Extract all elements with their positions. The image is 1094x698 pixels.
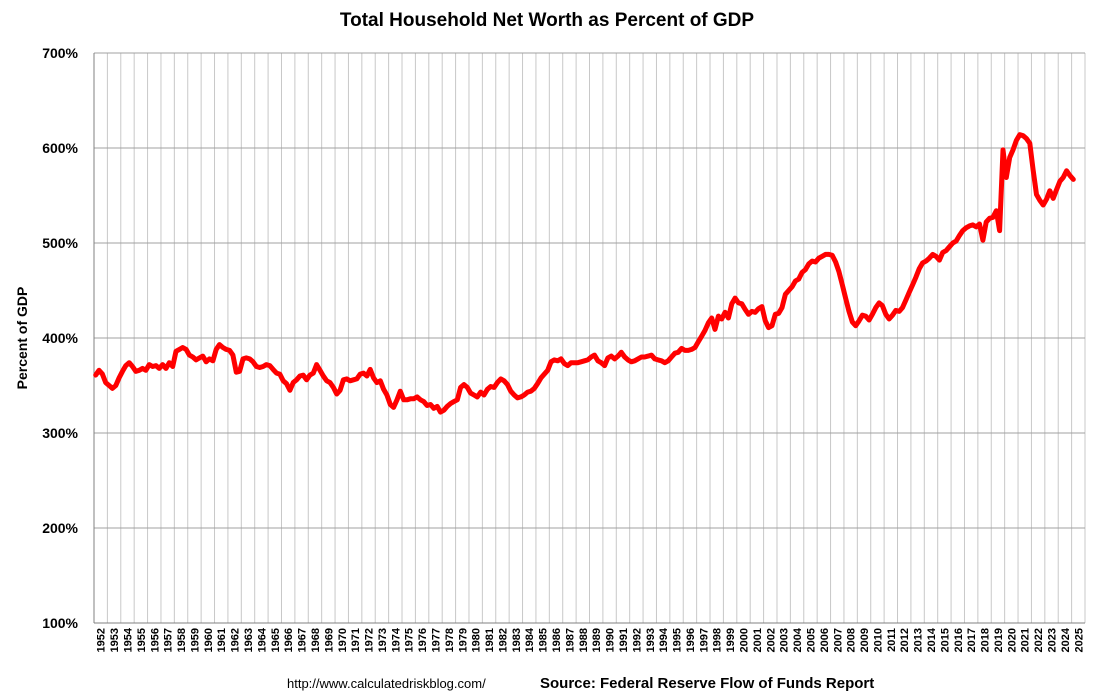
x-tick-label: 2006 — [819, 628, 831, 652]
y-tick-label: 200% — [42, 520, 78, 536]
x-tick-label: 2004 — [792, 627, 804, 652]
x-tick-label: 1954 — [122, 627, 134, 652]
x-tick-label: 1952 — [96, 628, 108, 652]
x-tick-label: 1984 — [524, 627, 536, 652]
x-tick-label: 2017 — [966, 628, 978, 652]
x-tick-label: 2013 — [913, 628, 925, 652]
y-tick-label: 300% — [42, 425, 78, 441]
footer-url: http://www.calculatedriskblog.com/ — [287, 676, 486, 691]
x-tick-label: 2011 — [886, 628, 898, 652]
x-tick-label: 2008 — [846, 628, 858, 652]
x-tick-label: 2014 — [926, 627, 938, 652]
x-tick-label: 1986 — [551, 628, 563, 652]
x-tick-label: 2000 — [739, 628, 751, 652]
x-tick-label: 1993 — [645, 628, 657, 652]
x-tick-label: 1980 — [471, 628, 483, 652]
x-tick-label: 1971 — [350, 628, 362, 652]
x-tick-label: 1995 — [672, 628, 684, 652]
x-tick-label: 2012 — [899, 628, 911, 652]
x-tick-label: 2009 — [859, 628, 871, 652]
x-tick-label: 1968 — [310, 628, 322, 652]
x-tick-label: 2024 — [1060, 627, 1072, 652]
x-tick-label: 2005 — [805, 628, 817, 652]
x-tick-label: 2020 — [1006, 628, 1018, 652]
x-tick-label: 1997 — [698, 628, 710, 652]
x-tick-label: 1994 — [658, 627, 670, 652]
series-line — [93, 132, 1076, 415]
x-tick-label: 1979 — [457, 628, 469, 652]
y-tick-label: 100% — [42, 615, 78, 631]
x-tick-label: 1976 — [417, 628, 429, 652]
x-tick-label: 2003 — [779, 628, 791, 652]
x-tick-label: 1963 — [243, 628, 255, 652]
x-tick-label: 2022 — [1033, 628, 1045, 652]
x-tick-label: 1961 — [216, 628, 228, 652]
x-tick-label: 1973 — [377, 628, 389, 652]
x-tick-labels: 1952 1953 1954 1955 1956 1957 1958 1959 1960 1961… — [96, 627, 1086, 652]
x-tick-label: 1998 — [712, 628, 724, 652]
y-tick-label: 500% — [42, 235, 78, 251]
x-tick-label: 1956 — [149, 628, 161, 652]
x-tick-label: 2007 — [832, 628, 844, 652]
x-tick-label: 1955 — [136, 628, 148, 652]
y-tick-label: 700% — [42, 45, 78, 61]
x-tick-label: 1977 — [430, 628, 442, 652]
x-tick-label: 2025 — [1073, 628, 1085, 652]
x-tick-label: 1969 — [323, 628, 335, 652]
x-tick-label: 1999 — [725, 628, 737, 652]
x-tick-label: 2018 — [980, 628, 992, 652]
x-tick-label: 1989 — [591, 628, 603, 652]
x-tick-label: 1985 — [538, 628, 550, 652]
footer-source: Source: Federal Reserve Flow of Funds Re… — [540, 675, 874, 692]
x-tick-label: 1966 — [283, 628, 295, 652]
x-tick-label: 1996 — [685, 628, 697, 652]
x-tick-label: 2016 — [953, 628, 965, 652]
x-tick-label: 2021 — [1020, 628, 1032, 652]
x-tick-label: 1991 — [618, 628, 630, 652]
x-tick-label: 2001 — [752, 628, 764, 652]
y-gridlines — [94, 52, 1085, 529]
y-tick-label: 600% — [42, 140, 78, 156]
x-tick-label: 1990 — [605, 628, 617, 652]
x-tick-label: 1983 — [511, 628, 523, 652]
x-tick-label: 1982 — [497, 628, 509, 652]
x-tick-label: 1970 — [337, 628, 349, 652]
x-tick-label: 2015 — [939, 628, 951, 652]
x-tick-label: 2010 — [872, 628, 884, 652]
x-tick-label: 1972 — [364, 628, 376, 652]
x-tick-label: 1992 — [631, 628, 643, 652]
x-tick-label: 1967 — [297, 628, 309, 652]
y-tick-label: 400% — [42, 330, 78, 346]
x-tick-label: 1965 — [270, 628, 282, 652]
x-tick-label: 1974 — [390, 627, 402, 652]
x-tick-label: 1953 — [109, 628, 121, 652]
y-tick-labels: 100% 200% 300% 400% 500% 600% 700% — [42, 45, 78, 631]
y-axis-label: Percent of GDP — [14, 287, 30, 390]
x-tick-label: 1959 — [189, 628, 201, 652]
x-tick-label: 2019 — [993, 628, 1005, 652]
x-tick-label: 1988 — [578, 628, 590, 652]
x-tick-label: 2023 — [1047, 628, 1059, 652]
x-tick-label: 2002 — [765, 628, 777, 652]
x-tick-label: 1975 — [404, 628, 416, 652]
x-tick-label: 1960 — [203, 628, 215, 652]
x-tick-label: 1978 — [444, 628, 456, 652]
x-tick-label: 1962 — [230, 628, 242, 652]
x-tick-label: 1958 — [176, 628, 188, 652]
x-tick-label: 1964 — [256, 627, 268, 652]
x-tick-label: 1981 — [484, 628, 496, 652]
x-tick-label: 1987 — [564, 628, 576, 652]
chart-title: Total Household Net Worth as Percent of … — [340, 10, 754, 31]
x-tick-label: 1957 — [163, 628, 175, 652]
